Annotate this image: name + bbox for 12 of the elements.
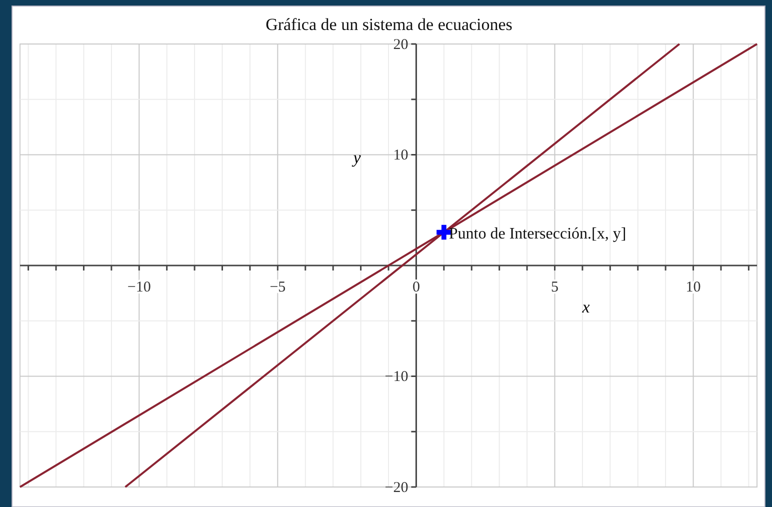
x-tick-label: −5 bbox=[270, 280, 286, 296]
y-axis-title: y bbox=[351, 148, 362, 167]
y-tick-label: 20 bbox=[393, 36, 408, 53]
y-tick-label: −10 bbox=[384, 369, 408, 386]
annotation: Punto de Intersección.[x, y] bbox=[448, 225, 626, 242]
x-tick-label: 5 bbox=[550, 280, 558, 296]
x-axis-title: x bbox=[581, 298, 590, 316]
y-tick-label: −20 bbox=[384, 480, 408, 496]
chart-title: Gráfica de un sistema de ecuaciones bbox=[266, 15, 512, 34]
y-tick-label: 10 bbox=[393, 148, 408, 164]
x-tick-label: −10 bbox=[127, 280, 151, 296]
x-tick-label: 10 bbox=[686, 280, 701, 296]
